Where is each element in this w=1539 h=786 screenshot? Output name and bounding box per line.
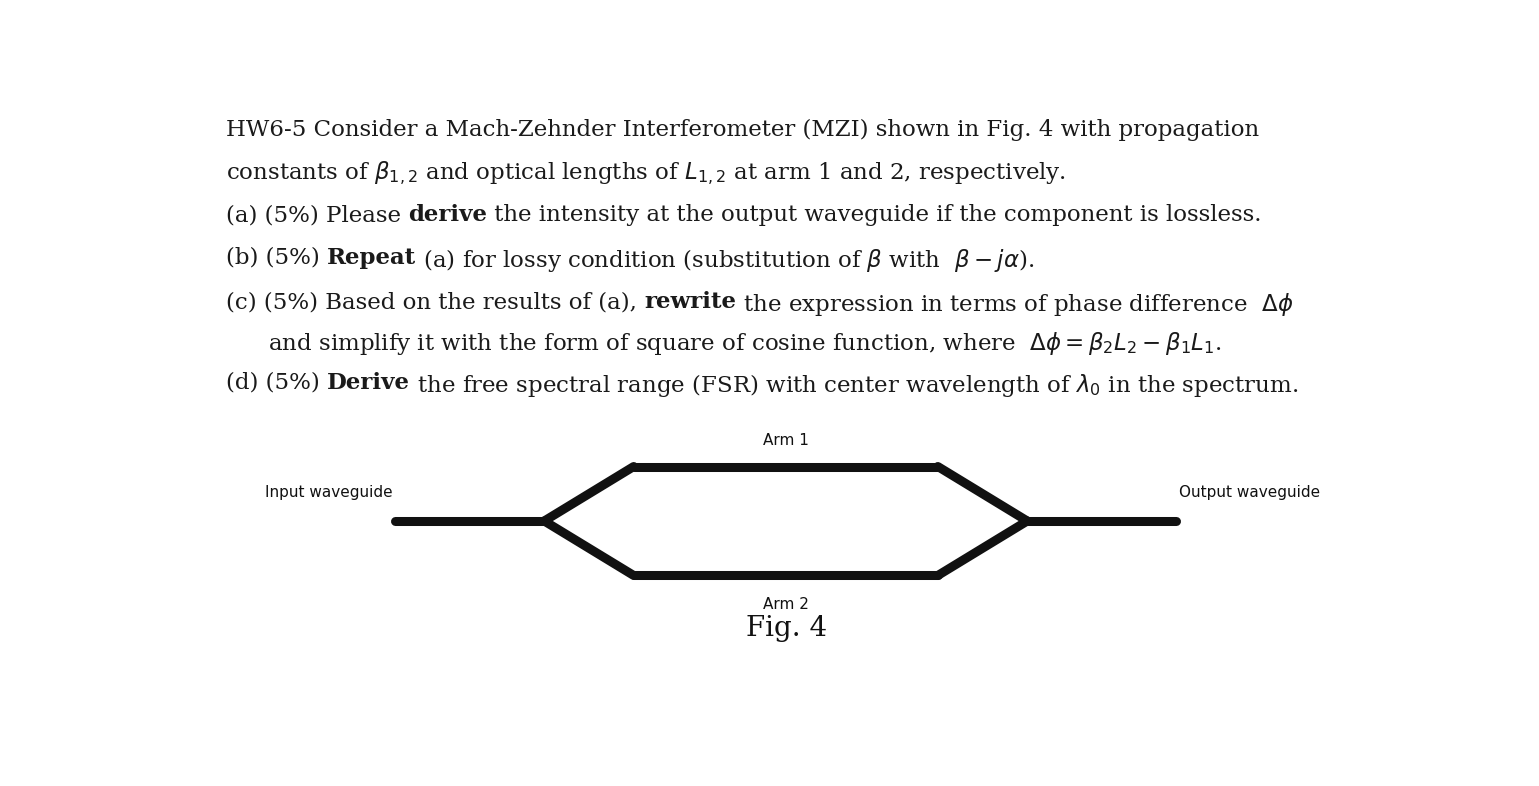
Text: (a) (5%) Please: (a) (5%) Please — [226, 204, 408, 226]
Text: Fig. 4: Fig. 4 — [746, 615, 826, 642]
Text: and simplify it with the form of square of cosine function, where  $\Delta\phi =: and simplify it with the form of square … — [268, 330, 1220, 358]
Text: constants of $\beta_{1,2}$ and optical lengths of $L_{1,2}$ at arm 1 and 2, resp: constants of $\beta_{1,2}$ and optical l… — [226, 159, 1065, 187]
Text: (c) (5%) Based on the results of (a),: (c) (5%) Based on the results of (a), — [226, 291, 643, 313]
Text: derive: derive — [408, 204, 486, 226]
Text: the expression in terms of phase difference  $\Delta\phi$: the expression in terms of phase differe… — [736, 291, 1293, 318]
Text: Output waveguide: Output waveguide — [1179, 485, 1320, 500]
Text: Arm 2: Arm 2 — [763, 597, 810, 612]
Text: (b) (5%): (b) (5%) — [226, 247, 326, 269]
Text: (d) (5%): (d) (5%) — [226, 372, 326, 394]
Text: rewrite: rewrite — [643, 291, 736, 313]
Text: Repeat: Repeat — [326, 247, 416, 269]
Text: Input waveguide: Input waveguide — [265, 485, 392, 500]
Text: (a) for lossy condition (substitution of $\beta$ with  $\beta - j\alpha$).: (a) for lossy condition (substitution of… — [416, 247, 1034, 274]
Text: Derive: Derive — [326, 372, 409, 394]
Text: the intensity at the output waveguide if the component is lossless.: the intensity at the output waveguide if… — [486, 204, 1262, 226]
Text: HW6-5 Consider a Mach-Zehnder Interferometer (MZI) shown in Fig. 4 with propagat: HW6-5 Consider a Mach-Zehnder Interferom… — [226, 119, 1259, 141]
Text: Arm 1: Arm 1 — [763, 433, 810, 448]
Text: the free spectral range (FSR) with center wavelength of $\lambda_0$ in the spect: the free spectral range (FSR) with cente… — [409, 372, 1297, 399]
